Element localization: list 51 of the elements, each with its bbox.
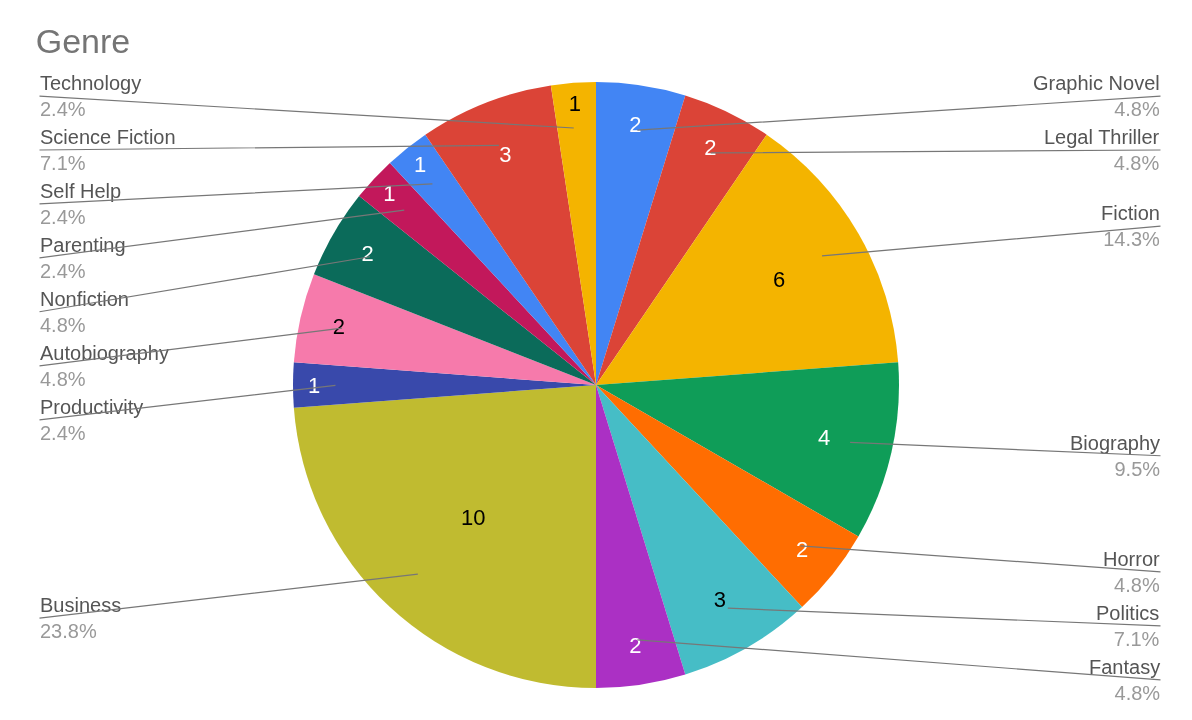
text: 23.8% — [40, 620, 97, 642]
slice-label: Business — [40, 594, 122, 616]
text: 4.8% — [1114, 574, 1160, 596]
data-label: 3 — [499, 141, 512, 167]
pie-slice — [596, 362, 899, 537]
data-label: 6 — [772, 266, 786, 292]
data-label: 10 — [461, 504, 486, 530]
slice-label: Parenting — [40, 234, 126, 256]
slice-label: Self Help — [40, 180, 122, 202]
slice-label: Horror — [1103, 548, 1161, 570]
data-label: 2 — [629, 633, 642, 659]
pie-slice — [550, 82, 596, 385]
text: 9.5% — [1114, 458, 1161, 480]
data-label: 1 — [568, 91, 582, 117]
slice-label: Fiction — [1101, 202, 1160, 224]
data-label: 2 — [361, 240, 374, 266]
text: 2.4% — [40, 206, 86, 228]
data-label: 1 — [383, 180, 396, 206]
text: 4.8% — [1114, 682, 1161, 704]
slice-label: Nonfiction — [40, 288, 129, 310]
pie-slice — [596, 82, 686, 385]
pie-slice — [596, 134, 899, 385]
pie-slice — [596, 385, 859, 608]
text: 4.8% — [40, 368, 86, 390]
text: 7.1% — [40, 152, 86, 174]
text: 4.8% — [1114, 98, 1160, 120]
data-label: 1 — [414, 152, 427, 178]
slice-label: Legal Thriller — [1044, 126, 1160, 148]
slice-label: Technology — [40, 72, 142, 94]
text: 4.8% — [40, 314, 86, 336]
text: 2.4% — [40, 98, 86, 120]
text: 2.4% — [40, 422, 86, 444]
text: 2.4% — [40, 260, 86, 282]
text: 4.8% — [1113, 152, 1160, 174]
slice-label: Fantasy — [1089, 656, 1161, 678]
slice-label: Biography — [1070, 432, 1161, 454]
text: 7.1% — [1113, 628, 1160, 650]
data-label: 1 — [307, 372, 321, 398]
slice-label: Graphic Novel — [1033, 72, 1160, 94]
text: 14.3% — [1103, 228, 1161, 250]
slice-label: Productivity — [40, 396, 144, 418]
pie-slice — [596, 385, 686, 688]
slice-label: Science Fiction — [40, 126, 176, 148]
chart-title: Genre — [35, 21, 131, 60]
data-label: 4 — [818, 424, 831, 450]
data-label: 2 — [629, 111, 642, 137]
data-label: 2 — [332, 313, 346, 339]
slice-label: Politics — [1096, 602, 1160, 624]
data-label: 2 — [704, 134, 717, 160]
data-label: 2 — [796, 536, 809, 562]
data-label: 3 — [713, 587, 727, 613]
